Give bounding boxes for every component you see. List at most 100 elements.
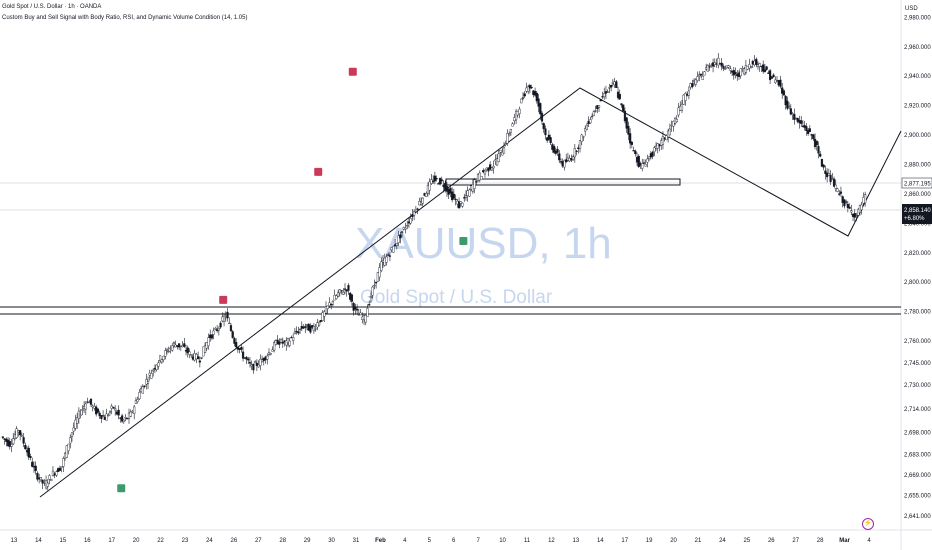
candle-body	[51, 470, 55, 476]
candle-body	[255, 362, 258, 366]
x-tick-label: 5	[428, 538, 432, 544]
candle-body	[421, 197, 424, 204]
candle-body	[829, 174, 832, 182]
candle-body	[222, 315, 226, 322]
candle-body	[286, 338, 290, 343]
candle-body	[623, 110, 627, 122]
flash-icon[interactable]: ⚡	[862, 518, 874, 530]
y-tick-label: 2,860.000	[904, 192, 931, 198]
candle-body	[599, 99, 602, 102]
candle-body	[475, 181, 478, 183]
candle-body	[839, 191, 843, 194]
candle-body	[124, 417, 127, 419]
candle-body	[69, 437, 72, 444]
candle-body	[463, 197, 466, 199]
y-tick-label: 2,683.000	[904, 452, 931, 458]
buy-signal-marker[interactable]	[117, 484, 126, 493]
candle-body	[20, 435, 23, 437]
candle-body	[748, 64, 751, 69]
candle-body	[29, 456, 32, 458]
candle-body	[297, 331, 300, 334]
candle-body	[641, 163, 644, 169]
candle-body	[490, 167, 493, 171]
candle-body	[572, 156, 575, 160]
candle-body	[632, 150, 635, 152]
candle-body	[133, 406, 136, 414]
candle-body	[781, 87, 784, 94]
candle-body	[248, 362, 252, 364]
candle-body	[544, 128, 547, 136]
watermark-name: Gold Spot / U.S. Dollar	[360, 287, 553, 308]
x-tick-label: 27	[792, 538, 799, 544]
candle-body	[629, 133, 632, 144]
candle-body	[603, 93, 606, 98]
candle-body	[245, 356, 248, 360]
candle-body	[807, 130, 810, 134]
candle-body	[703, 71, 706, 76]
candle-body	[578, 140, 582, 149]
candle-body	[146, 381, 150, 384]
indicator-label[interactable]: Custom Buy and Sell Signal with Body Rat…	[2, 15, 248, 21]
price-axis[interactable]: 2,980.000 2,960.000 2,940.000 2,920.000 2,90…	[904, 15, 931, 520]
candle-body	[805, 126, 808, 132]
candle-body	[335, 295, 338, 299]
candle-body	[27, 447, 30, 458]
candle-body	[770, 76, 773, 79]
candle-body	[508, 133, 511, 136]
candle-body	[326, 305, 329, 309]
candle-body	[210, 334, 214, 339]
candle-body	[762, 64, 765, 72]
resistance-zone[interactable]	[445, 178, 681, 186]
candle-body	[575, 150, 578, 153]
candle-body	[347, 285, 350, 291]
candle-body	[800, 120, 803, 124]
candle-body	[46, 482, 49, 487]
candle-body	[321, 312, 324, 321]
candle-body	[207, 337, 210, 346]
candle-body	[58, 467, 61, 471]
candle-body	[190, 354, 193, 356]
candle-body	[314, 328, 317, 330]
candle-body	[580, 134, 583, 142]
y-tick-label: 2,880.000	[904, 163, 931, 169]
candle-body	[359, 312, 362, 316]
candle-body	[464, 195, 468, 198]
candle-body	[122, 419, 125, 422]
candle-body	[84, 403, 87, 410]
candle-body	[822, 164, 825, 168]
candle-body	[520, 98, 523, 104]
x-tick-label: 12	[548, 538, 555, 544]
candle-body	[24, 445, 27, 450]
candle-body	[143, 385, 146, 387]
buy-signal-marker[interactable]	[459, 237, 468, 246]
y-tick-label: 2,760.000	[904, 339, 931, 345]
candle-body	[696, 76, 699, 81]
candle-body	[281, 341, 284, 344]
trend-lines[interactable]	[39, 87, 902, 498]
candle-body	[672, 121, 675, 127]
sell-signal-marker[interactable]	[314, 167, 323, 176]
candle-body	[832, 178, 836, 187]
plot-area	[1, 52, 867, 493]
candle-body	[74, 419, 77, 429]
candle-body	[497, 153, 500, 162]
candle-body	[319, 319, 322, 322]
candle-body	[406, 225, 409, 227]
candle-body	[648, 156, 651, 159]
y-tick-label: 2,655.000	[904, 494, 931, 500]
sell-signal-marker[interactable]	[219, 295, 228, 304]
candle-body	[330, 303, 333, 306]
candle-body	[336, 292, 340, 297]
candle-body	[36, 472, 39, 480]
candle-body	[279, 338, 283, 343]
candle-body	[257, 364, 260, 368]
time-axis[interactable]: 13 14 15 16 17 20 22 23 24 26 27 28 29 30 31 Feb 4 5 6 7 10 1…	[11, 538, 872, 544]
sell-signal-marker[interactable]	[348, 67, 357, 76]
candle-body	[331, 301, 335, 305]
candle-body	[214, 327, 217, 330]
marker-price-text: 2,877.195	[904, 182, 931, 188]
candle-body	[480, 175, 483, 180]
candle-body	[779, 79, 782, 87]
candle-body	[240, 347, 243, 350]
